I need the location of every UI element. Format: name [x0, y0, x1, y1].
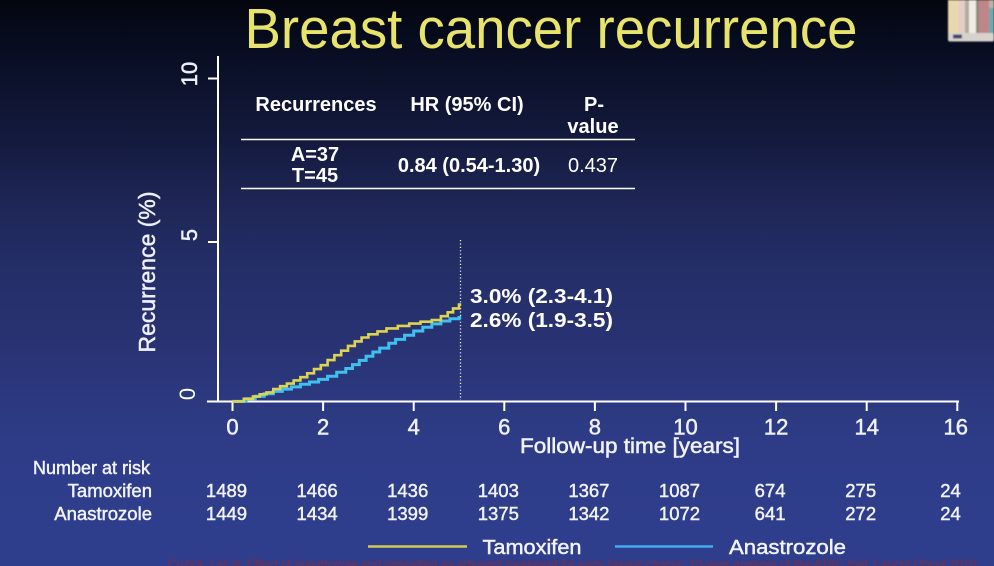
svg-text:1436: 1436: [387, 480, 428, 501]
svg-text:2.6% (1.9-3.5): 2.6% (1.9-3.5): [470, 310, 613, 332]
svg-text:1342: 1342: [568, 503, 609, 524]
svg-text:1434: 1434: [297, 503, 338, 524]
svg-text:1399: 1399: [387, 503, 428, 524]
svg-text:A=37: A=37: [291, 144, 339, 166]
svg-text:24: 24: [940, 503, 961, 524]
svg-text:16: 16: [944, 415, 968, 440]
svg-text:0.437: 0.437: [568, 155, 618, 177]
svg-text:641: 641: [755, 503, 786, 524]
svg-text:1367: 1367: [568, 480, 609, 501]
svg-text:Anastrozole: Anastrozole: [729, 537, 846, 559]
svg-text:0: 0: [175, 388, 200, 400]
svg-text:8: 8: [589, 415, 601, 440]
svg-text:1072: 1072: [659, 503, 700, 524]
svg-text:1087: 1087: [659, 480, 700, 501]
svg-text:Tamoxifen: Tamoxifen: [68, 480, 152, 501]
svg-text:1375: 1375: [478, 503, 519, 524]
svg-text:24: 24: [940, 480, 961, 501]
svg-text:14: 14: [854, 415, 878, 440]
svg-text:12: 12: [764, 415, 788, 440]
svg-text:value: value: [567, 116, 618, 138]
svg-text:Follow-up time [years]: Follow-up time [years]: [520, 435, 740, 458]
svg-text:T=45: T=45: [292, 165, 338, 187]
svg-text:0: 0: [226, 415, 238, 440]
svg-text:5: 5: [177, 229, 202, 241]
svg-text:2: 2: [317, 415, 329, 440]
svg-text:0.84 (0.54-1.30): 0.84 (0.54-1.30): [398, 155, 540, 177]
svg-text:Recurrences: Recurrences: [255, 94, 376, 116]
svg-text:1466: 1466: [297, 480, 338, 501]
svg-text:Tamoxifen: Tamoxifen: [483, 537, 582, 559]
svg-text:3.0% (2.3-4.1): 3.0% (2.3-4.1): [470, 286, 613, 308]
svg-text:10: 10: [673, 415, 697, 440]
svg-text:1489: 1489: [206, 480, 247, 501]
svg-text:P-: P-: [584, 94, 604, 116]
svg-text:Breast cancer recurrence: Breast cancer recurrence: [245, 0, 858, 60]
svg-text:275: 275: [845, 480, 876, 501]
svg-text:Number at risk: Number at risk: [33, 458, 151, 478]
svg-text:Anastrozole: Anastrozole: [54, 503, 152, 524]
svg-text:Recurrence (%): Recurrence (%): [134, 191, 160, 352]
svg-text:1403: 1403: [478, 480, 519, 501]
svg-text:4: 4: [408, 415, 420, 440]
svg-text:10: 10: [177, 62, 202, 86]
svg-text:272: 272: [845, 503, 876, 524]
svg-text:674: 674: [755, 480, 786, 501]
svg-text:6: 6: [498, 415, 510, 440]
svg-text:1449: 1449: [206, 503, 247, 524]
svg-text:HR (95% CI): HR (95% CI): [410, 94, 523, 116]
svg-text:Cuzick J et al. Effect of anas: Cuzick J et al. Effect of anastrozole an…: [168, 557, 976, 566]
